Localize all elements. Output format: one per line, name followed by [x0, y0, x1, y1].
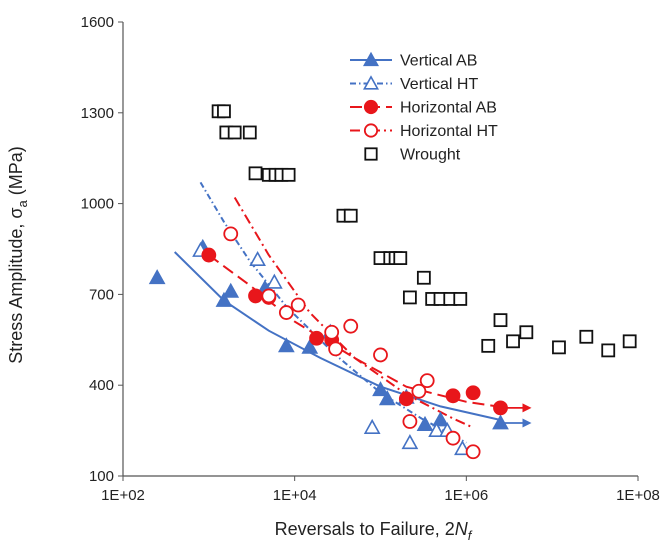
- data-point: [416, 415, 434, 431]
- axes: 1E+02 1E+04 1E+06 1E+08 100 400 700 1000 1300 160…: [81, 14, 660, 504]
- data-point: [301, 338, 319, 354]
- data-point: [223, 226, 239, 242]
- data-point: [393, 251, 408, 265]
- data-point: [363, 418, 381, 434]
- data-point: [622, 334, 637, 349]
- data-point: [411, 383, 427, 399]
- y-tick-label: 100: [89, 468, 114, 485]
- y-tick-label: 400: [89, 377, 114, 394]
- data-point: [419, 373, 435, 389]
- data-point: [373, 347, 388, 363]
- legend-label: Wrought: [400, 147, 461, 164]
- data-point: [445, 430, 461, 446]
- data-point: [328, 341, 344, 357]
- legend-label: Vertical AB: [400, 53, 477, 70]
- x-tick-label: 1E+02: [101, 487, 145, 504]
- data-point: [372, 381, 389, 397]
- legend-label: Vertical HT: [400, 76, 478, 93]
- data-point: [222, 282, 240, 298]
- data-point: [465, 444, 481, 460]
- fit-line: [233, 196, 474, 429]
- data-point: [398, 391, 414, 407]
- data-point: [217, 104, 231, 119]
- data-point: [453, 292, 468, 306]
- data-point: [248, 288, 263, 304]
- y-axis-label-sub: a: [15, 200, 30, 208]
- data-point: [290, 297, 306, 313]
- runout-arrow-head: [522, 418, 532, 428]
- legend-marker: [362, 75, 380, 90]
- data-point: [402, 290, 417, 305]
- data-point: [215, 291, 233, 307]
- data-point: [248, 166, 263, 181]
- legend-label: Horizontal AB: [400, 100, 497, 117]
- data-point: [148, 269, 166, 285]
- x-axis-label-sub: f: [468, 528, 473, 543]
- data-point: [428, 421, 445, 438]
- y-tick-label: 700: [89, 286, 114, 303]
- x-axis-label-italic: N: [455, 519, 469, 539]
- data-point: [465, 385, 481, 401]
- data-point: [249, 250, 266, 266]
- data-point: [261, 288, 277, 304]
- data-point: [281, 167, 296, 182]
- y-axis-label-main: Stress Amplitude, σ: [6, 208, 26, 364]
- data-markers: [148, 104, 637, 460]
- y-axis-title: Stress Amplitude, σa (MPa): [6, 146, 30, 363]
- data-point: [278, 305, 294, 320]
- legend-label: Horizontal HT: [400, 123, 498, 140]
- legend: Vertical AB Vertical HT Horizontal AB Horiz…: [350, 51, 498, 164]
- data-point: [277, 337, 295, 353]
- data-point: [242, 125, 257, 140]
- data-point: [416, 270, 431, 285]
- data-point: [481, 338, 496, 353]
- data-point: [493, 313, 508, 328]
- data-point: [378, 390, 396, 406]
- data-point: [343, 208, 358, 223]
- data-point: [445, 388, 461, 404]
- data-point: [227, 125, 242, 140]
- x-tick-label: 1E+08: [616, 487, 660, 504]
- data-point: [343, 318, 359, 334]
- data-point: [519, 325, 534, 340]
- x-axis-title: Reversals to Failure, 2Nf: [275, 519, 473, 543]
- legend-marker: [364, 147, 378, 161]
- y-axis-label-unit: (MPa): [6, 146, 26, 200]
- legend-marker: [363, 123, 379, 138]
- data-point: [579, 329, 594, 344]
- data-point: [552, 340, 566, 355]
- data-point: [506, 334, 520, 349]
- data-point: [402, 414, 418, 429]
- x-tick-label: 1E+06: [444, 487, 488, 504]
- data-point: [324, 324, 340, 340]
- data-point: [401, 434, 419, 450]
- fit-line: [208, 254, 508, 409]
- data-point: [601, 343, 616, 358]
- x-tick-label: 1E+04: [273, 487, 317, 504]
- axis-titles: Stress Amplitude, σa (MPa) Reversals to …: [6, 146, 473, 543]
- runout-arrow-head: [522, 403, 532, 413]
- y-tick-label: 1600: [81, 14, 114, 31]
- data-point: [266, 273, 283, 289]
- data-point: [201, 247, 217, 263]
- data-point: [309, 330, 324, 346]
- x-axis-label-main: Reversals to Failure, 2: [275, 519, 455, 539]
- y-tick-label: 1300: [81, 105, 114, 122]
- legend-marker: [362, 51, 380, 67]
- legend-marker: [363, 99, 379, 115]
- data-point: [432, 411, 449, 427]
- y-tick-label: 1000: [81, 196, 114, 213]
